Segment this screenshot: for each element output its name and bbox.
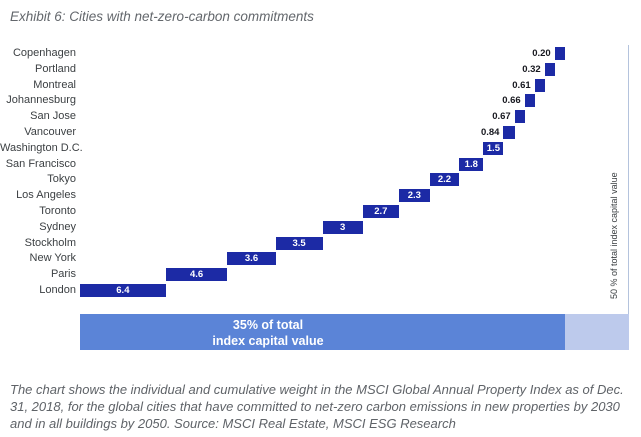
bar-value-label: 0.32 — [522, 63, 541, 75]
right-axis-line — [628, 45, 629, 314]
chart-caption: The chart shows the individual and cumul… — [10, 382, 624, 431]
cumulative-total-label-line2: index capital value — [212, 334, 324, 348]
waterfall-bar — [483, 141, 504, 155]
bar-value-label: 2.7 — [374, 206, 388, 217]
city-label: Sydney — [39, 220, 76, 233]
waterfall-bar — [534, 78, 545, 92]
waterfall-bar — [503, 126, 515, 139]
bar-value-label: 1.5 — [486, 142, 500, 154]
waterfall-bar — [165, 268, 228, 282]
waterfall-bar — [275, 236, 323, 250]
waterfall-bar — [227, 252, 276, 266]
bar-value-label: 2.2 — [437, 174, 452, 186]
waterfall-bar — [554, 47, 565, 60]
bar-value-label: 3.6 — [244, 253, 259, 265]
exhibit-title: Exhibit 6: Cities with net-zero-carbon c… — [10, 9, 314, 24]
cumulative-total-label-line1: 35% of total — [232, 318, 304, 332]
city-label: Montreal — [33, 78, 76, 91]
bar-value-label: 6.4 — [116, 285, 130, 296]
city-label: Washington D.C. — [0, 141, 83, 154]
city-label: Copenhagen — [12, 47, 76, 59]
waterfall-bar — [514, 110, 525, 124]
waterfall-bar — [80, 284, 166, 297]
waterfall-bar — [322, 220, 363, 234]
city-label: London — [39, 284, 76, 296]
city-label: Toronto — [39, 205, 76, 217]
right-axis-label: 50 % of total index capital value — [609, 172, 619, 299]
waterfall-bar — [398, 189, 430, 203]
bar-value-label: 0.61 — [512, 79, 531, 91]
bar-value-label: 4.6 — [189, 269, 204, 281]
city-label: Portland — [35, 62, 76, 75]
city-label: New York — [29, 252, 76, 265]
cumulative-remainder-bar — [564, 314, 629, 350]
waterfall-bar — [429, 173, 460, 187]
city-label: Tokyo — [47, 173, 76, 186]
bar-value-label: 2.3 — [407, 190, 421, 202]
waterfall-bar — [459, 157, 484, 171]
city-label: Paris — [50, 268, 76, 281]
cumulative-total-label: 35% of total index capital value — [80, 317, 456, 349]
waterfall-bar — [544, 62, 555, 76]
bar-value-label: 0.67 — [492, 111, 511, 123]
bar-value-label: 3 — [339, 221, 346, 233]
waterfall-bar — [524, 94, 535, 108]
city-label: Vancouver — [24, 126, 76, 138]
waterfall-plot-area: 50 % of total index capital value 35% of… — [0, 40, 641, 360]
city-label: San Jose — [30, 110, 76, 123]
city-label: Los Angeles — [16, 189, 76, 202]
city-label: San Francisco — [5, 157, 76, 170]
cumulative-total-bar — [80, 314, 565, 350]
bar-value-label: 0.66 — [502, 95, 521, 107]
waterfall-bar — [362, 205, 399, 218]
bar-value-label: 1.8 — [464, 158, 478, 170]
city-label: Stockholm — [24, 236, 76, 249]
bar-value-label: 0.20 — [532, 48, 551, 59]
bar-value-label: 3.5 — [292, 237, 306, 249]
bar-value-label: 0.84 — [480, 127, 500, 138]
city-label: Johannesburg — [6, 94, 76, 107]
